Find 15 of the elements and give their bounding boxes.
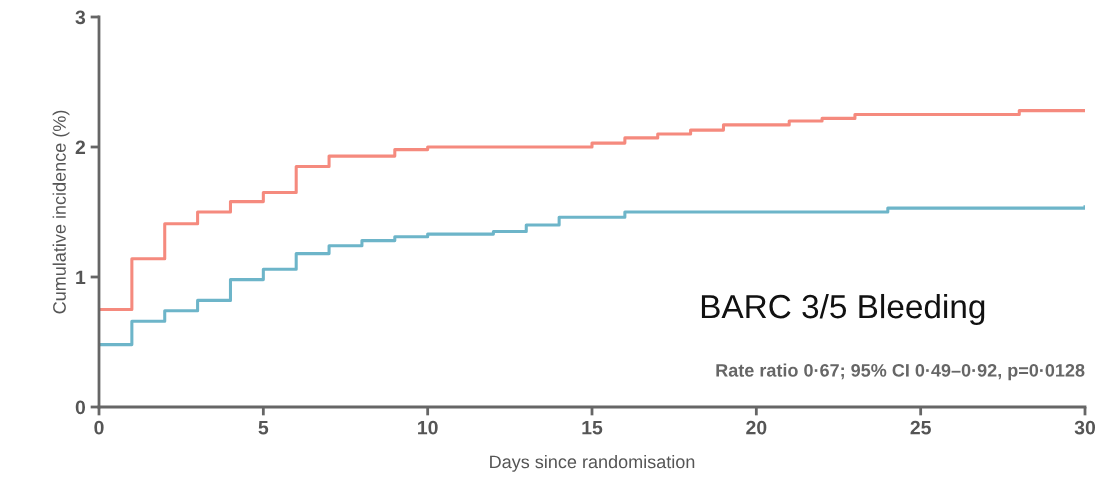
y-tick-label: 1 <box>76 270 86 285</box>
annotation: Rate ratio 0·67; 95% CI 0·49–0·92, p=0·0128 <box>716 363 1085 381</box>
x-tick-label: 20 <box>746 420 767 435</box>
x-tick-label: 30 <box>1074 420 1096 435</box>
y-tick-label: 3 <box>75 10 86 25</box>
x-tick-label: 0 <box>94 420 104 435</box>
x-tick-label: 25 <box>910 420 931 435</box>
y-tick-label: 2 <box>75 140 86 155</box>
x-axis-title: Days since randomisation <box>490 454 695 472</box>
x-tick-label: 10 <box>418 420 438 435</box>
y-axis-title: Cumulative incidence (%) <box>52 110 70 314</box>
y-tick-label: 0 <box>75 400 86 415</box>
x-tick-label: 5 <box>258 420 269 435</box>
x-tick-label: 15 <box>582 420 603 435</box>
annotation: BARC 3/5 Bleeding <box>701 293 985 326</box>
